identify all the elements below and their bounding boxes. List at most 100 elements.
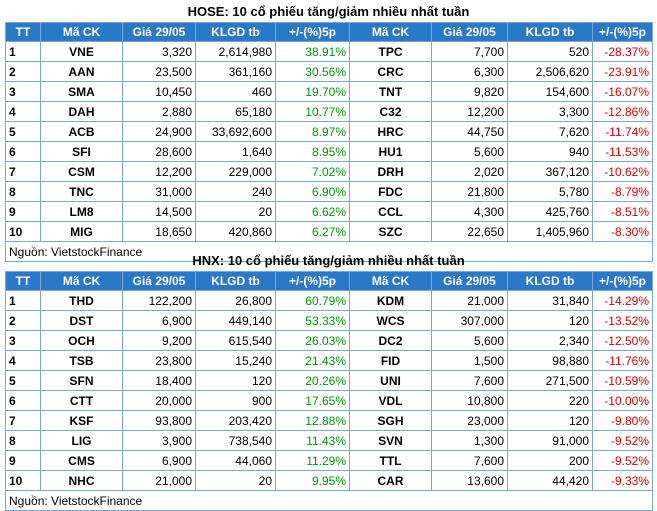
- table-cell: 6,300: [431, 61, 508, 82]
- table-cell: 6.62%: [275, 201, 350, 222]
- table-cell: -9.52%: [592, 450, 653, 471]
- table-cell: -9.80%: [592, 410, 653, 431]
- table-cell: -11.74%: [592, 121, 653, 142]
- table-cell: 2,880: [122, 101, 196, 122]
- table-cell: 98,880: [507, 350, 593, 371]
- hose-header-row: TT Mã CK Giá 29/05 KLGD tb +/-(%)5p Mã CK Giá …: [5, 22, 653, 42]
- table-cell: AAN: [40, 61, 123, 82]
- table-cell: 615,540: [195, 330, 276, 351]
- table-cell: 154,600: [507, 81, 593, 102]
- table-row: 5 ACB 24,900 33,692,600 8.97% HRC 44,750 7,620-…: [5, 121, 653, 142]
- table-cell: FID: [349, 350, 432, 371]
- table-cell: KSF: [40, 410, 123, 431]
- table-cell: 11.29%: [275, 450, 350, 471]
- table-cell: C32: [349, 101, 432, 122]
- hnx-col-header: Giá 29/05: [431, 271, 508, 291]
- table-cell: 361,160: [195, 61, 276, 82]
- hose-source: Nguồn: VietstockFinance: [5, 241, 653, 262]
- table-cell: 120: [507, 410, 593, 431]
- table-cell: -12.86%: [592, 101, 653, 122]
- table-cell: HRC: [349, 121, 432, 142]
- table-cell: 1: [5, 41, 41, 62]
- table-row: 9 LM8 14,500 20 6.62% CCL 4,300 425,760 -8.51%: [5, 201, 653, 222]
- table-cell: 44,750: [431, 121, 508, 142]
- table-cell: SFI: [40, 141, 123, 162]
- table-cell: 7,600: [431, 450, 508, 471]
- hnx-title: HNX: 10 cổ phiếu tăng/giảm nhiều nhất tu…: [192, 253, 465, 268]
- table-row: 2 AAN 23,500 361,160 30.56% CRC 6,300 2,506,620…: [5, 61, 653, 82]
- table-cell: 6: [5, 390, 41, 411]
- table-cell: 3: [5, 330, 41, 351]
- table-row: 9 CMS 6,900 44,060 11.29% TTL 7,600 200 -9.52%: [5, 450, 653, 471]
- table-cell: 21.43%: [275, 350, 350, 371]
- table-cell: 65,180: [195, 101, 276, 122]
- table-cell: DRH: [349, 161, 432, 182]
- table-cell: OCH: [40, 330, 123, 351]
- table-row: 10 NHC 21,000 20 9.95% CAR 13,600 44,420 -9.33%: [5, 470, 653, 491]
- table-cell: 5,600: [431, 330, 508, 351]
- table-cell: 8: [5, 181, 41, 202]
- table-cell: HU1: [349, 141, 432, 162]
- table-cell: 23,800: [122, 350, 196, 371]
- table-cell: 21,800: [431, 181, 508, 202]
- table-cell: 200: [507, 450, 593, 471]
- table-cell: 307,000: [431, 310, 508, 331]
- table-cell: 738,540: [195, 430, 276, 451]
- table-cell: -16.07%: [592, 81, 653, 102]
- table-cell: 22,650: [431, 221, 508, 242]
- table-cell: 2,506,620: [507, 61, 593, 82]
- table-cell: 33,692,600: [195, 121, 276, 142]
- table-cell: 18,400: [122, 370, 196, 391]
- table-cell: CAR: [349, 470, 432, 491]
- table-cell: SMA: [40, 81, 123, 102]
- table-cell: CSM: [40, 161, 123, 182]
- table-cell: 4: [5, 101, 41, 122]
- table-cell: 44,420: [507, 470, 593, 491]
- table-cell: -9.33%: [592, 470, 653, 491]
- table-cell: -13.52%: [592, 310, 653, 331]
- table-cell: CTT: [40, 390, 123, 411]
- table-cell: 425,760: [507, 201, 593, 222]
- table-cell: TNT: [349, 81, 432, 102]
- table-cell: LIG: [40, 430, 123, 451]
- table-cell: -8.79%: [592, 181, 653, 202]
- table-cell: 460: [195, 81, 276, 102]
- table-cell: 1,300: [431, 430, 508, 451]
- table-cell: -10.00%: [592, 390, 653, 411]
- table-cell: 9: [5, 450, 41, 471]
- table-cell: 6.90%: [275, 181, 350, 202]
- table-cell: 44,060: [195, 450, 276, 471]
- hnx-section: HNX: 10 cổ phiếu tăng/giảm nhiều nhất tu…: [5, 251, 653, 511]
- table-cell: 7,700: [431, 41, 508, 62]
- table-cell: 18,650: [122, 221, 196, 242]
- table-cell: 21,000: [122, 470, 196, 491]
- table-cell: 120: [507, 310, 593, 331]
- table-cell: 2: [5, 61, 41, 82]
- hose-col-header: Giá 29/05: [431, 22, 508, 42]
- table-cell: TNC: [40, 181, 123, 202]
- table-cell: 6: [5, 141, 41, 162]
- table-cell: 1,405,960: [507, 221, 593, 242]
- table-cell: -11.53%: [592, 141, 653, 162]
- hnx-col-header: Mã CK: [349, 271, 432, 291]
- hnx-col-header: Giá 29/05: [122, 271, 196, 291]
- table-cell: SGH: [349, 410, 432, 431]
- table-cell: 3: [5, 81, 41, 102]
- table-cell: 31,000: [122, 181, 196, 202]
- table-row: 4 DAH 2,880 65,180 10.77% C32 12,200 3,300 -12.8…: [5, 101, 653, 122]
- table-cell: 3,320: [122, 41, 196, 62]
- table-cell: 229,000: [195, 161, 276, 182]
- table-cell: 31,840: [507, 290, 593, 311]
- hose-col-header: Mã CK: [40, 22, 123, 42]
- table-row: 4 TSB 23,800 15,240 21.43% FID 1,500 98,880 -11.…: [5, 350, 653, 371]
- table-cell: -11.76%: [592, 350, 653, 371]
- hose-body: 1 VNE 3,320 2,614,980 38.91% TPC 7,700 520 -28.3…: [5, 41, 653, 242]
- table-cell: 449,140: [195, 310, 276, 331]
- table-row: 7 CSM 12,200 229,000 7.02% DRH 2,020 367,120 -10…: [5, 161, 653, 182]
- hose-col-header: Giá 29/05: [122, 22, 196, 42]
- table-cell: -28.37%: [592, 41, 653, 62]
- table-cell: 23,000: [431, 410, 508, 431]
- table-cell: DST: [40, 310, 123, 331]
- table-cell: KDM: [349, 290, 432, 311]
- table-cell: 30.56%: [275, 61, 350, 82]
